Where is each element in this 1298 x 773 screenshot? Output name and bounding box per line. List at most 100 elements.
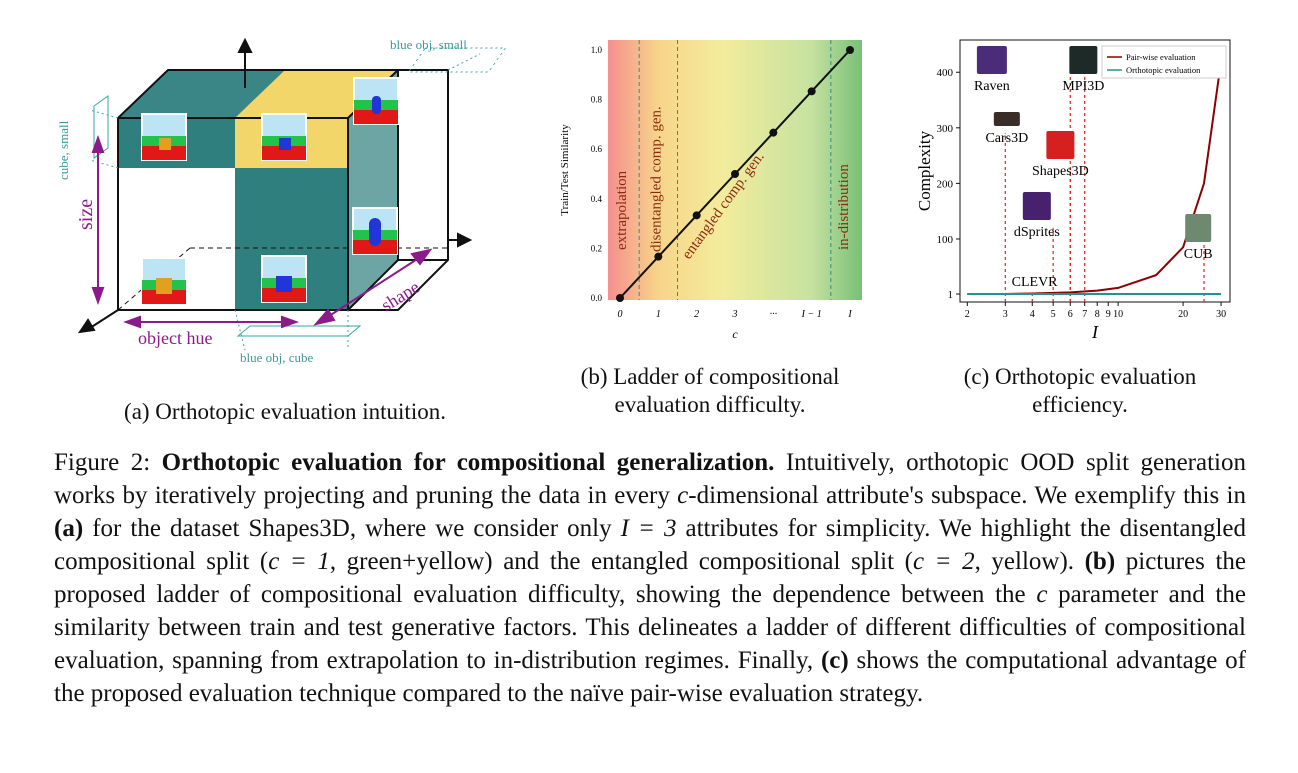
label-cube-small: cube, small xyxy=(56,120,71,180)
orthotope-diagram: blue obj, small cube, small size object … xyxy=(56,37,507,365)
caption-text: , green+yellow) and the entangled compos… xyxy=(329,548,913,575)
dataset-thumbnail xyxy=(1046,131,1075,159)
caption-text: Intuitively, orthotopic OOD split genera… xyxy=(54,449,1246,509)
efficiency-x-tick-label: 30 xyxy=(1216,309,1226,320)
ladder-x-tick-label: 1 xyxy=(656,309,661,320)
caption-text: -dimensional attribute's subspace. We ex… xyxy=(688,482,1246,509)
ladder-x-tick-label: ··· xyxy=(770,309,778,320)
ladder-x-tick-label: I − 1 xyxy=(801,309,822,320)
ladder-chart: 0 1 2 3 ··· I − 1 I 0.0 0.2 0.4 0.6 0.8 1.0 extrapol… xyxy=(559,40,862,341)
caption-panel-a: (a) Orthotopic evaluation intuition. xyxy=(124,399,446,424)
efficiency-x-tick-label: 5 xyxy=(1051,309,1056,320)
caption-title: Orthotopic evaluation for compositional … xyxy=(161,449,775,476)
efficiency-x-tick-label: 3 xyxy=(1003,309,1008,320)
ladder-y-tick-label: 0.6 xyxy=(591,144,603,154)
label-object-hue: object hue xyxy=(138,328,212,348)
caption-b-line1: (b) Ladder of compositional xyxy=(580,364,840,389)
caption-text: pictures the proposed ladder of composit… xyxy=(54,548,1247,608)
region-extrapolation: extrapolation xyxy=(614,170,630,250)
caption-math: c = 1 xyxy=(268,548,330,575)
efficiency-legend: Pair-wise evaluation Orthotopic evaluatio… xyxy=(1101,45,1227,79)
dataset-label: Shapes3D xyxy=(1032,164,1089,179)
shapes3d-thumbnails xyxy=(141,77,399,305)
ladder-point xyxy=(731,170,739,178)
dataset-label: CLEVR xyxy=(1012,275,1059,290)
caption-c-line2: efficiency. xyxy=(1032,392,1128,417)
panel-ladder-chart: 0 1 2 3 ··· I − 1 I 0.0 0.2 0.4 0.6 0.8 1.0 extrapol… xyxy=(550,30,870,420)
efficiency-y-tick-label: 100 xyxy=(937,234,954,246)
dataset-thumbnail xyxy=(976,46,1007,74)
efficiency-x-tick-label: 9 xyxy=(1106,309,1111,320)
dataset-thumbnail xyxy=(1185,214,1212,242)
figure-caption: Figure 2: Orthotopic evaluation for comp… xyxy=(54,446,1246,710)
ladder-x-tick-label: 0 xyxy=(618,309,623,320)
ladder-point xyxy=(769,128,778,137)
caption-ref-a: (a) xyxy=(54,515,84,542)
efficiency-x-axis-label: I xyxy=(1091,322,1099,342)
dataset-thumbnail xyxy=(1022,192,1051,220)
efficiency-x-tick-label: 4 xyxy=(1030,309,1035,320)
ladder-point xyxy=(846,46,854,54)
ladder-point xyxy=(616,294,624,302)
efficiency-x-tick-label: 2 xyxy=(965,309,970,320)
dataset-label: Raven xyxy=(974,79,1010,94)
ladder-point xyxy=(654,252,663,261)
efficiency-x-tick-label: 8 xyxy=(1095,309,1100,320)
caption-math: c xyxy=(1036,581,1048,608)
caption-prefix: Figure 2: xyxy=(54,449,162,476)
dataset-label: CUB xyxy=(1184,247,1213,262)
caption-panel-c: (c) Orthotopic evaluation efficiency. xyxy=(910,363,1250,419)
dataset-thumbnail xyxy=(993,112,1020,126)
efficiency-y-tick-label: 300 xyxy=(937,123,954,135)
label-blue-obj-small: blue obj, small xyxy=(390,37,467,52)
efficiency-x-tick-label: 7 xyxy=(1082,309,1087,320)
panel-efficiency-chart: 2 3 4 5 6 7 8 9 10 20 30 1 100 200 300 400 Raven MPI3D Ca… xyxy=(910,30,1250,420)
ladder-x-tick-label: I xyxy=(847,309,852,320)
caption-ref-b: (b) xyxy=(1084,548,1116,575)
caption-text: attributes for simplicity. We highlight … xyxy=(54,515,1246,575)
ladder-point xyxy=(807,87,816,96)
efficiency-y-axis-label: Complexity xyxy=(915,130,934,211)
efficiency-x-tick-label: 10 xyxy=(1113,309,1123,320)
efficiency-y-tick-label: 200 xyxy=(937,178,954,190)
caption-math: I = 3 xyxy=(620,515,677,542)
efficiency-chart: 2 3 4 5 6 7 8 9 10 20 30 1 100 200 300 400 Raven MPI3D Ca… xyxy=(915,39,1231,342)
ladder-x-tick-label: 3 xyxy=(732,309,738,320)
label-shape: shape xyxy=(378,277,423,316)
ladder-x-tick-label: 2 xyxy=(694,309,699,320)
ladder-y-tick-label: 0.0 xyxy=(591,293,603,303)
dataset-label: MPI3D xyxy=(1062,79,1104,94)
dataset-thumbnail xyxy=(1069,46,1098,74)
ladder-x-axis-label: c xyxy=(732,327,738,341)
ladder-y-tick-label: 1.0 xyxy=(591,45,603,55)
legend-box xyxy=(1101,45,1227,79)
efficiency-x-tick-label: 6 xyxy=(1068,309,1073,320)
label-size: size xyxy=(75,199,97,230)
dataset-label: dSprites xyxy=(1014,225,1060,240)
label-blue-obj-cube: blue obj, cube xyxy=(240,350,314,365)
caption-b-line2: evaluation difficulty. xyxy=(614,392,806,417)
caption-ref-c: (c) xyxy=(820,647,849,674)
caption-text: shows the computational advantage of the… xyxy=(54,647,1246,707)
caption-panel-b: (b) Ladder of compositional evaluation d… xyxy=(550,363,870,419)
ladder-point xyxy=(692,211,701,220)
caption-c-line1: (c) Orthotopic evaluation xyxy=(963,364,1197,389)
caption-math: c xyxy=(677,482,689,509)
efficiency-y-tick-label: 1 xyxy=(948,289,954,301)
dataset-label: Cars3D xyxy=(985,131,1028,146)
legend-label: Orthotopic evaluation xyxy=(1126,65,1201,75)
panel-orthotopic-intuition: blue obj, small cube, small size object … xyxy=(50,30,520,430)
caption-text: parameter and the similarity between tra… xyxy=(54,581,1246,674)
caption-math: c = 2 xyxy=(912,548,975,575)
ladder-y-tick-label: 0.2 xyxy=(591,243,602,253)
caption-text: for the dataset Shapes3D, where we consi… xyxy=(83,515,621,542)
ladder-y-axis-label: Train/Test Similarity xyxy=(559,124,571,216)
region-disentangled: disentangled comp. gen. xyxy=(648,106,664,252)
region-in-distribution: in-distribution xyxy=(836,164,852,250)
efficiency-y-tick-label: 400 xyxy=(937,67,954,79)
caption-text: , yellow). xyxy=(974,548,1085,575)
ladder-y-tick-label: 0.4 xyxy=(591,194,603,204)
ladder-y-tick-label: 0.8 xyxy=(591,95,603,105)
efficiency-x-tick-label: 20 xyxy=(1178,309,1188,320)
legend-label: Pair-wise evaluation xyxy=(1126,52,1196,62)
